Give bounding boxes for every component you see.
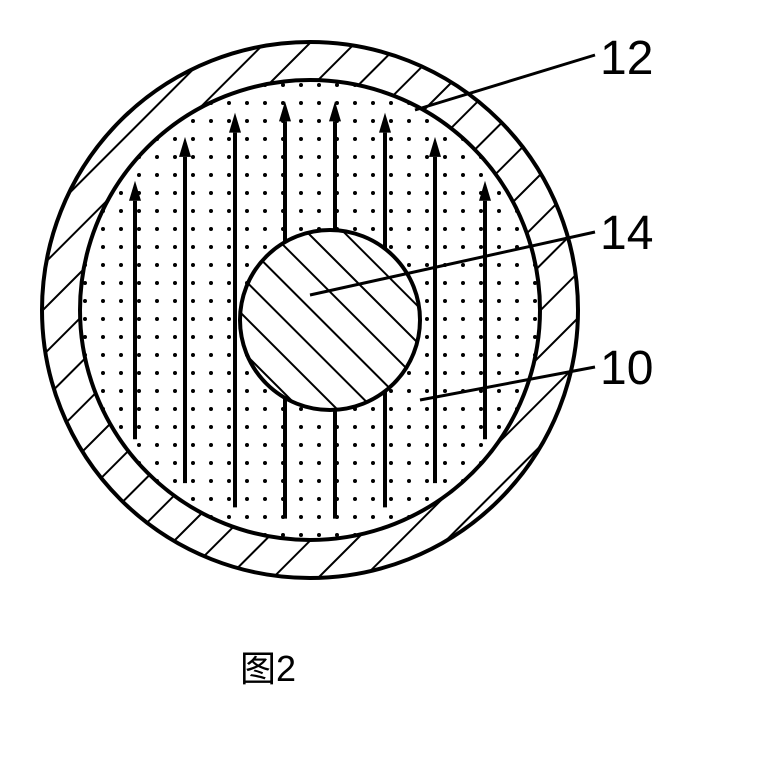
diagram-container [40,40,580,580]
figure-caption: 图2 [240,640,296,692]
callout-label: 10 [600,341,653,396]
callout-label: 12 [600,31,653,86]
diagram-svg [40,40,580,580]
callout-label: 14 [600,206,653,261]
